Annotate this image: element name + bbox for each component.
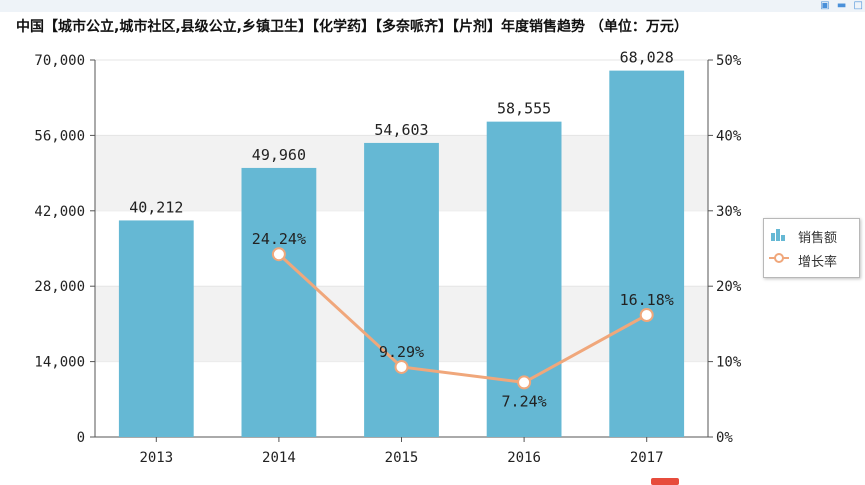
x-tick-label: 2014 bbox=[262, 450, 296, 466]
y-left-tick-label: 0 bbox=[77, 430, 85, 446]
y-left-tick-label: 56,000 bbox=[34, 128, 85, 144]
window-top-bar bbox=[0, 0, 865, 12]
growth-rate-line bbox=[277, 253, 648, 384]
bar-value-label: 58,555 bbox=[497, 100, 551, 118]
y-right-tick-label: 40% bbox=[716, 128, 742, 144]
x-tick-label: 2017 bbox=[630, 450, 664, 466]
bar-2016 bbox=[486, 121, 562, 438]
y-left-tick-label: 14,000 bbox=[34, 355, 85, 371]
y-right-tick-label: 50% bbox=[716, 53, 742, 69]
legend-label-growth: 增长率 bbox=[798, 254, 838, 270]
bar-value-label: 40,212 bbox=[129, 198, 183, 216]
bar-2017 bbox=[609, 70, 685, 437]
bar-value-label: 49,960 bbox=[252, 146, 306, 164]
y-left-tick-label: 28,000 bbox=[34, 279, 85, 295]
legend-item-growth[interactable]: 增长率 bbox=[768, 250, 837, 270]
growth-value-label: 7.24% bbox=[502, 392, 547, 410]
legend-item-sales[interactable]: 销售额 bbox=[768, 226, 837, 246]
x-tick-label: 2013 bbox=[139, 450, 173, 466]
bar-value-label: 54,603 bbox=[374, 121, 428, 139]
y-right-tick-label: 10% bbox=[716, 355, 742, 371]
bar-2014 bbox=[241, 167, 317, 437]
growth-value-label: 24.24% bbox=[252, 230, 306, 248]
chart-title: 中国【城市公立,城市社区,县级公立,乡镇卫生】【化学药】【多奈哌齐】【片剂】年度… bbox=[16, 19, 688, 35]
growth-point-2017 bbox=[639, 308, 654, 323]
x-tick-label: 2016 bbox=[507, 450, 541, 466]
bar-2015 bbox=[364, 142, 439, 438]
y-left-tick-label: 70,000 bbox=[34, 53, 85, 69]
bar-2013 bbox=[118, 220, 194, 437]
legend-label-sales: 销售额 bbox=[798, 230, 838, 246]
new-badge bbox=[651, 478, 679, 485]
bar-chart-icon bbox=[768, 226, 790, 246]
growth-value-label: 16.18% bbox=[620, 291, 674, 309]
x-tick-label: 2015 bbox=[385, 450, 419, 466]
growth-point-2015 bbox=[394, 359, 409, 374]
chart-legend: 销售额 增长率 bbox=[763, 218, 860, 278]
y-right-tick-label: 30% bbox=[716, 204, 742, 220]
growth-value-label: 9.29% bbox=[379, 343, 424, 361]
y-right-tick-label: 20% bbox=[716, 279, 742, 295]
window-control-icons[interactable]: ▣ ▬ □ bbox=[820, 0, 865, 11]
growth-point-2016 bbox=[517, 375, 532, 390]
line-marker-icon bbox=[768, 250, 790, 270]
y-left-tick-label: 42,000 bbox=[34, 204, 85, 220]
y-right-tick-label: 0% bbox=[716, 430, 733, 446]
bar-value-label: 68,028 bbox=[620, 49, 674, 67]
growth-point-2014 bbox=[271, 247, 286, 262]
